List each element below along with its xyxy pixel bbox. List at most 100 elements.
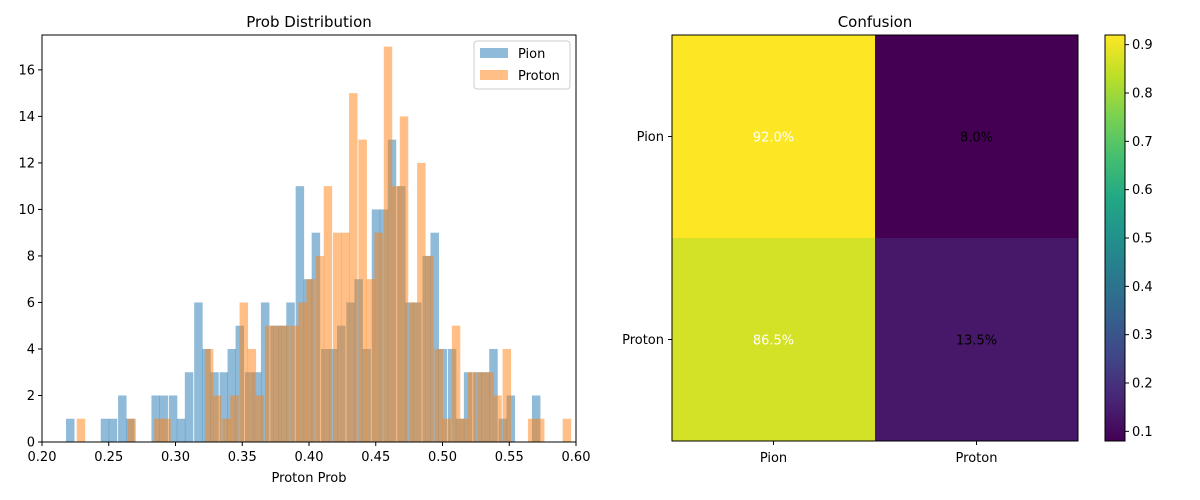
proton-bar xyxy=(333,232,342,442)
proton-bar xyxy=(255,395,265,442)
proton-bar xyxy=(391,186,401,442)
x-tick-label: 0.50 xyxy=(428,450,457,465)
colorbar-tick-label: 0.1 xyxy=(1132,425,1153,440)
proton-bars xyxy=(76,46,572,443)
row-label: Proton xyxy=(622,333,664,348)
histogram-legend: Pion Proton xyxy=(473,40,571,90)
heatmap-cell xyxy=(672,35,875,238)
y-tick-label: 8 xyxy=(27,249,35,264)
x-tick-label: 0.55 xyxy=(495,450,524,465)
histogram-x-ticks: 0.20 0.25 0.30 0.35 0.40 0.45 0.50 0.55 0.60 xyxy=(28,442,591,465)
colorbar-ticks: 0.1 0.2 0.3 0.4 0.5 0.6 0.7 0.8 0.9 xyxy=(1125,38,1153,440)
colorbar-tick-label: 0.4 xyxy=(1132,280,1153,295)
proton-bar xyxy=(230,395,239,442)
proton-bar xyxy=(222,418,231,442)
proton-bar xyxy=(383,46,393,442)
y-tick-label: 16 xyxy=(18,63,35,78)
proton-bar xyxy=(366,279,375,442)
proton-bar xyxy=(239,302,249,442)
proton-bar xyxy=(358,139,367,442)
proton-bar xyxy=(493,395,502,442)
colorbar-tick-label: 0.9 xyxy=(1132,38,1153,53)
histogram-y-ticks: 0 2 4 6 8 10 12 14 16 xyxy=(18,63,42,451)
proton-bar xyxy=(477,372,486,442)
pion-bar xyxy=(66,418,75,442)
pion-bar xyxy=(227,348,237,442)
y-tick-label: 14 xyxy=(18,110,35,125)
heatmap-title: Confusion xyxy=(838,13,913,31)
legend-proton-label: Proton xyxy=(518,69,560,84)
y-tick-label: 6 xyxy=(27,296,35,311)
colorbar-gradient xyxy=(1104,34,1126,442)
y-tick-label: 0 xyxy=(27,436,35,451)
colorbar-tick-label: 0.2 xyxy=(1132,377,1153,392)
histogram-xlabel: Proton Prob xyxy=(272,471,347,486)
col-label: Proton xyxy=(956,451,998,466)
heatmap-frame xyxy=(671,34,1079,442)
x-tick-label: 0.35 xyxy=(228,450,257,465)
heatmap-cell-label: 86.5% xyxy=(753,334,794,349)
proton-bar xyxy=(374,232,383,442)
proton-bar xyxy=(247,348,257,442)
proton-bar xyxy=(535,418,545,442)
pion-bar xyxy=(184,372,194,442)
colorbar-tick-label: 0.7 xyxy=(1132,135,1153,150)
colorbar-tick-label: 0.3 xyxy=(1132,328,1153,343)
x-tick-label: 0.45 xyxy=(361,450,390,465)
proton-bar xyxy=(204,348,214,442)
proton-bar xyxy=(349,93,358,442)
pion-bar xyxy=(176,418,186,442)
heatmap-cell-label: 13.5% xyxy=(956,334,997,349)
heatmap-cell xyxy=(672,238,875,441)
proton-bar xyxy=(315,255,325,442)
proton-bar xyxy=(162,418,171,442)
proton-bar xyxy=(527,418,537,442)
heatmap-cell-label: 8.0% xyxy=(960,131,993,146)
y-tick-label: 4 xyxy=(27,342,35,357)
legend-proton-swatch xyxy=(480,70,508,80)
legend-pion-swatch xyxy=(480,48,508,58)
proton-bar xyxy=(399,116,409,443)
y-tick-label: 2 xyxy=(27,389,35,404)
proton-bar xyxy=(434,348,443,442)
proton-bar xyxy=(442,418,451,442)
legend-pion-label: Pion xyxy=(518,47,545,62)
pion-bar xyxy=(219,372,229,442)
x-tick-label: 0.20 xyxy=(28,450,57,465)
col-label: Pion xyxy=(760,451,787,466)
proton-bar xyxy=(323,186,333,442)
proton-bar xyxy=(459,418,469,442)
proton-bar xyxy=(290,325,299,442)
proton-bar xyxy=(298,302,307,442)
x-tick-label: 0.40 xyxy=(295,450,324,465)
y-tick-label: 12 xyxy=(18,156,35,171)
pion-bar xyxy=(194,302,203,442)
pion-bar xyxy=(430,232,439,442)
proton-bar xyxy=(485,372,494,442)
row-label: Pion xyxy=(637,130,664,145)
colorbar-tick-label: 0.5 xyxy=(1132,232,1153,247)
heatmap-cells: 92.0% 8.0% 86.5% 13.5% xyxy=(672,35,1078,441)
x-tick-label: 0.60 xyxy=(562,450,591,465)
confusion-heatmap: Confusion 92.0% 8.0% 86.5% 13.5% Pion Proton… xyxy=(622,13,1079,466)
x-tick-label: 0.30 xyxy=(161,450,190,465)
proton-bar xyxy=(306,279,315,442)
histogram-title: Prob Distribution xyxy=(246,13,372,31)
proton-bar xyxy=(154,418,163,442)
y-tick-label: 10 xyxy=(18,203,35,218)
proton-bar xyxy=(425,255,434,442)
proton-bar xyxy=(127,418,136,442)
proton-bar xyxy=(502,348,512,442)
x-tick-label: 0.25 xyxy=(94,450,123,465)
proton-bar xyxy=(264,325,274,442)
pion-bar xyxy=(168,395,178,442)
pion-bar xyxy=(118,395,127,442)
heatmap-cell xyxy=(875,35,1078,238)
proton-bar xyxy=(409,302,418,442)
proton-bar xyxy=(451,325,461,442)
proton-bar xyxy=(76,418,86,442)
proton-bar xyxy=(212,395,222,442)
proton-bar xyxy=(562,418,572,442)
pion-bar xyxy=(108,418,118,442)
